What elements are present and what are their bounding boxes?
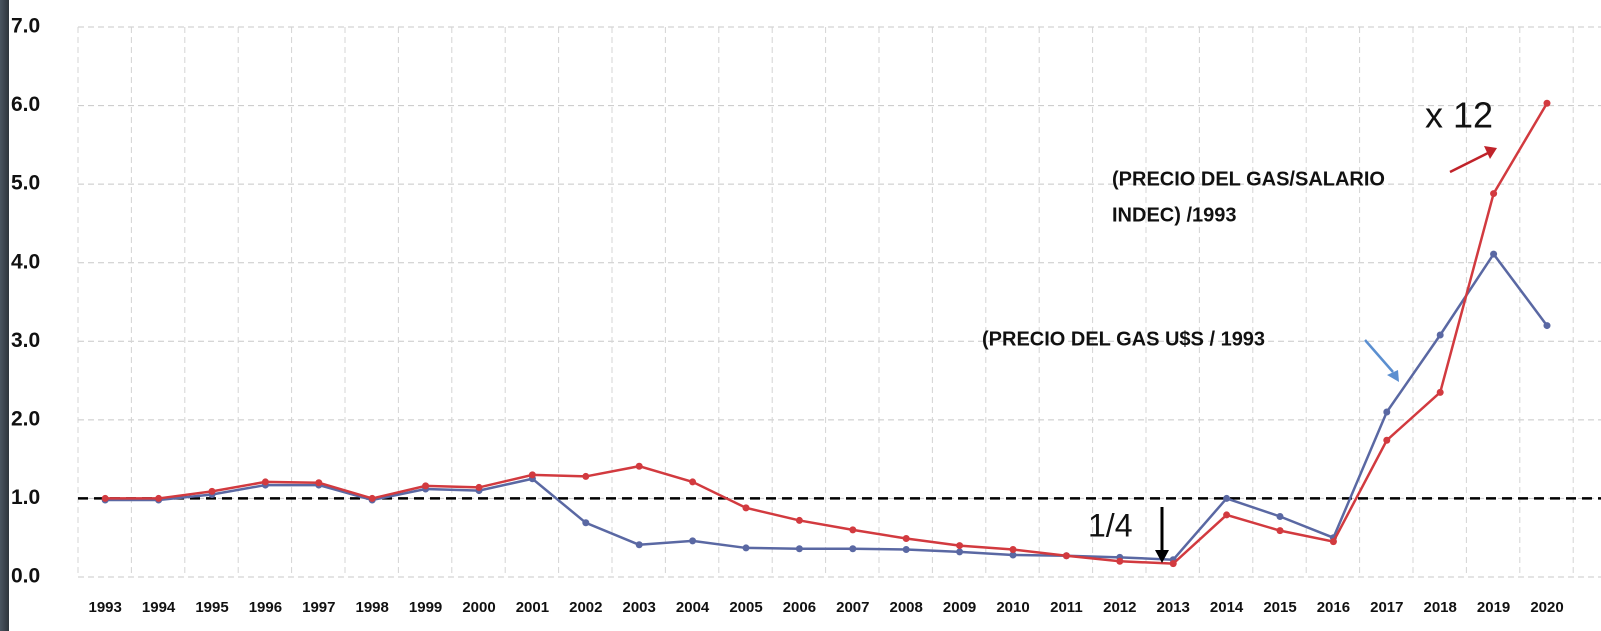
y-tick-label: 1.0 [11,486,40,509]
point [582,519,590,527]
x-tick-label: 1996 [249,599,282,616]
x-tick-label: 2010 [996,599,1029,616]
point [902,546,910,553]
point [1543,99,1551,107]
point [689,537,697,545]
point [635,462,643,470]
point [902,535,910,542]
point [1490,250,1498,258]
y-tick-label: 7.0 [11,15,40,38]
y-tick-label: 0.0 [11,565,40,588]
point [1276,513,1284,520]
point [1276,527,1284,535]
y-tick-label: 3.0 [11,329,40,352]
point [795,545,803,553]
point [1383,408,1391,416]
x-tick-label: 2001 [516,599,549,616]
x-tick-label: 2014 [1210,599,1244,616]
point [689,478,697,486]
point [1383,436,1391,444]
x-tick-label: 2002 [569,599,602,616]
x-tick-label: 1994 [142,599,176,616]
point [1436,388,1444,396]
x-tick-label: 2018 [1424,599,1457,616]
x-tick-label: 2005 [729,599,762,616]
arrow-head [1484,146,1497,159]
point [475,483,483,491]
y-tick-label: 4.0 [11,250,40,273]
x-tick-label: 2004 [676,599,710,616]
annotation: (PRECIO DEL GAS U$S / 1993 [982,328,1265,350]
series-line [105,102,1549,565]
point [528,471,536,479]
x-tick-label: 2011 [1050,599,1083,616]
point [742,544,750,552]
side-strip [0,0,9,631]
point [261,478,269,486]
point [1543,322,1551,330]
annotation: x 12 [1425,95,1493,136]
point [1116,557,1124,565]
arrow-head [1155,550,1169,563]
point [315,479,323,487]
y-tick-label: 6.0 [11,93,40,116]
arrow-head [1387,370,1399,382]
x-tick-label: 2017 [1370,599,1403,616]
point [742,504,750,512]
x-tick-label: 1993 [89,599,122,616]
point [1490,190,1498,198]
x-tick-label: 2016 [1317,599,1350,616]
series-line [105,251,1549,561]
point [849,526,857,534]
point [101,494,109,502]
x-tick-label: 2019 [1477,599,1510,616]
annotation: (PRECIO DEL GAS/SALARIO [1112,168,1385,190]
annotation: 1/4 [1088,507,1132,543]
x-tick-label: 2003 [623,599,656,616]
point [849,545,857,553]
point [1169,560,1177,568]
point [1223,494,1231,502]
point [1223,511,1231,519]
x-tick-label: 1998 [356,599,389,616]
arrow [1449,151,1489,174]
x-tick-label: 2008 [890,599,923,616]
x-tick-label: 2000 [462,599,495,616]
point [956,542,964,550]
point [1009,551,1017,559]
x-tick-label: 2015 [1263,599,1296,616]
point [422,482,430,490]
y-tick-label: 5.0 [11,172,40,195]
x-tick-label: 2007 [836,599,869,616]
point [1009,546,1017,553]
arrow [1364,339,1394,373]
x-tick-label: 2012 [1103,599,1136,616]
point [956,548,964,556]
point [635,541,643,549]
point [208,487,216,495]
point [582,472,590,480]
point [1329,538,1337,546]
annotation: INDEC) /1993 [1112,204,1237,226]
x-tick-label: 1999 [409,599,442,616]
x-tick-label: 2009 [943,599,976,616]
point [155,494,163,502]
y-tick-label: 2.0 [11,407,40,430]
x-tick-label: 2020 [1530,599,1563,616]
point [368,494,376,502]
x-tick-label: 2006 [783,599,816,616]
x-tick-label: 2013 [1157,599,1190,616]
point [1436,331,1444,339]
x-tick-label: 1995 [195,599,228,616]
point [1062,552,1070,560]
point [795,516,803,524]
x-tick-label: 1997 [302,599,335,616]
